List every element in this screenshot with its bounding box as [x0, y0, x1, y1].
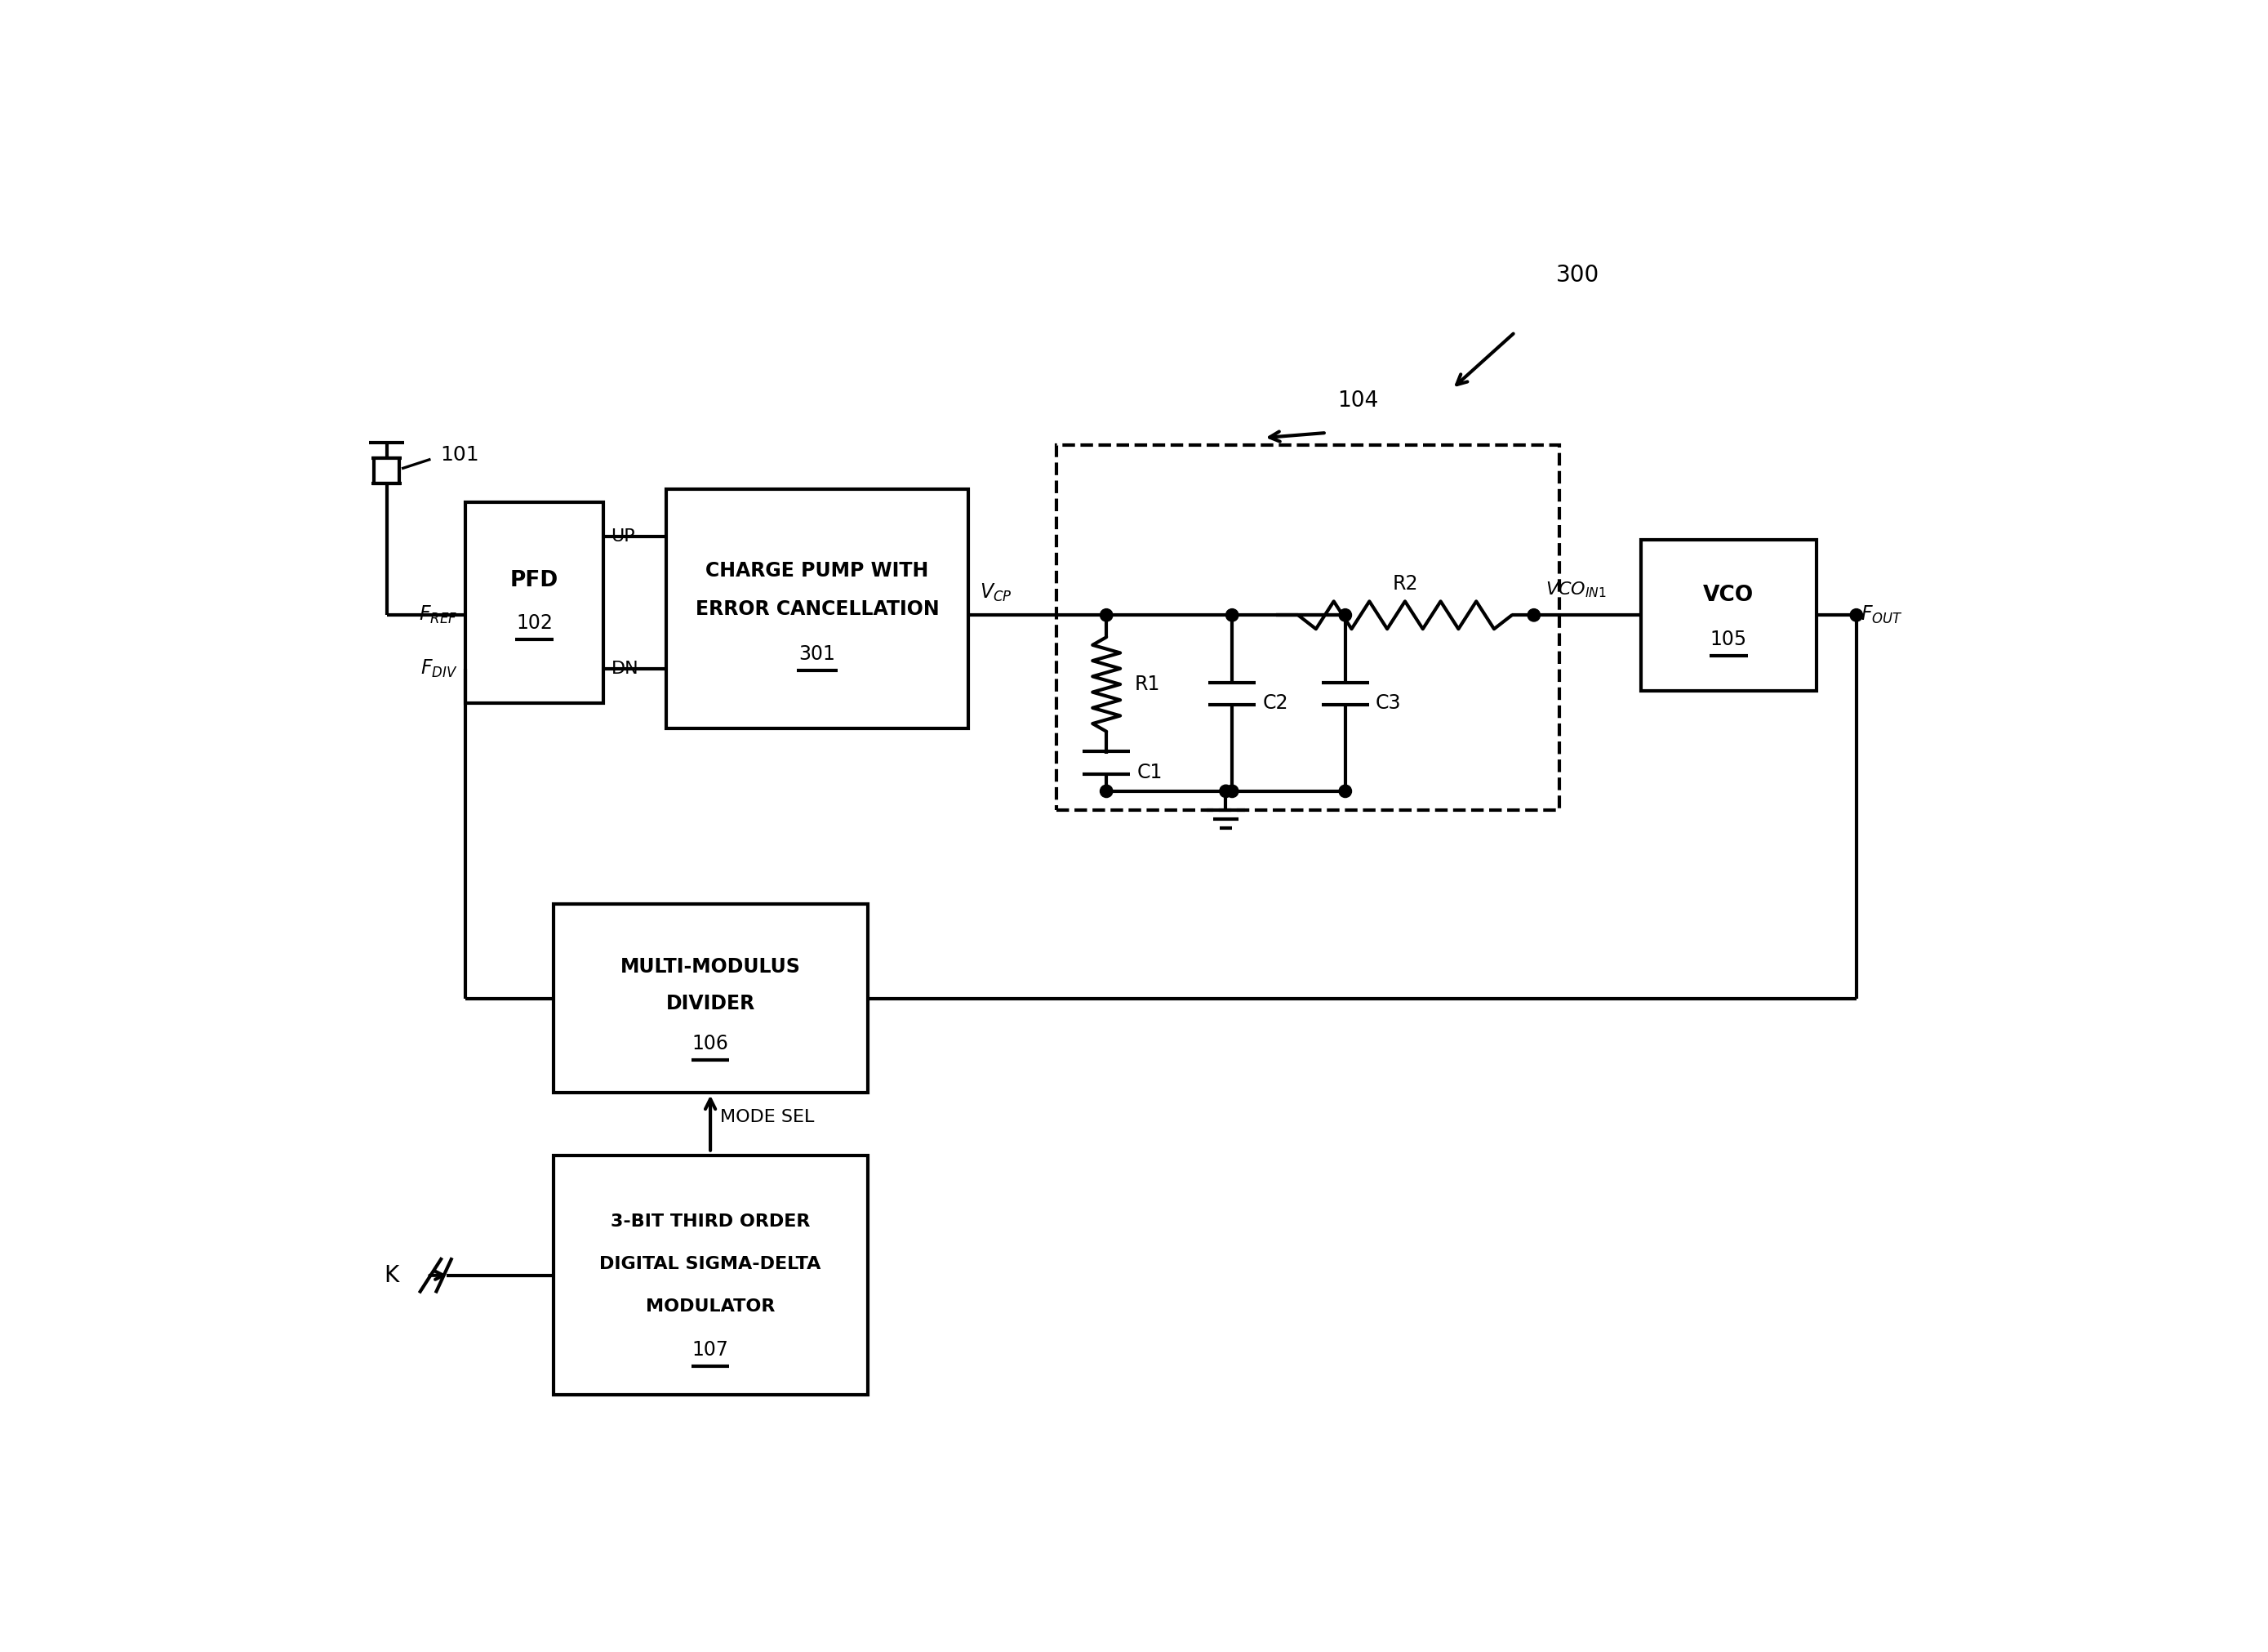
Circle shape	[1100, 610, 1114, 621]
Circle shape	[1338, 610, 1352, 621]
Bar	[374, 458, 399, 482]
Text: 300: 300	[1556, 264, 1599, 287]
Text: ERROR CANCELLATION: ERROR CANCELLATION	[696, 600, 939, 618]
Text: $V_{CP}$: $V_{CP}$	[980, 583, 1012, 605]
Text: K: K	[383, 1264, 399, 1287]
Text: 301: 301	[798, 644, 835, 664]
Text: $F_{DIV}$: $F_{DIV}$	[420, 657, 458, 679]
Text: C3: C3	[1374, 694, 1402, 714]
Text: C2: C2	[1263, 694, 1288, 714]
Text: R2: R2	[1393, 573, 1418, 593]
Bar	[553, 904, 869, 1094]
Text: 107: 107	[692, 1340, 728, 1360]
Text: MODE SEL: MODE SEL	[719, 1108, 814, 1125]
Text: $F_{OUT}$: $F_{OUT}$	[1860, 605, 1903, 626]
Bar	[553, 1156, 869, 1394]
Text: DN: DN	[610, 661, 640, 677]
Bar	[1057, 446, 1558, 809]
Text: DIVIDER: DIVIDER	[667, 995, 755, 1014]
Text: $F_{REF}$: $F_{REF}$	[420, 605, 458, 626]
Text: 104: 104	[1338, 392, 1379, 411]
Bar	[667, 489, 968, 729]
Circle shape	[1851, 610, 1862, 621]
Circle shape	[1338, 785, 1352, 798]
Text: CHARGE PUMP WITH: CHARGE PUMP WITH	[705, 562, 930, 582]
Circle shape	[1225, 610, 1238, 621]
Text: UP: UP	[610, 529, 635, 545]
Bar	[465, 502, 603, 704]
Text: C1: C1	[1136, 763, 1161, 781]
Circle shape	[1225, 785, 1238, 798]
Text: 3-BIT THIRD ORDER: 3-BIT THIRD ORDER	[610, 1214, 810, 1231]
Circle shape	[1100, 785, 1114, 798]
Text: VCO: VCO	[1703, 585, 1753, 606]
Text: R1: R1	[1134, 674, 1161, 694]
Text: 105: 105	[1710, 629, 1746, 649]
Text: 102: 102	[517, 613, 553, 633]
Text: MULTI-MODULUS: MULTI-MODULUS	[619, 958, 801, 976]
Text: MODULATOR: MODULATOR	[646, 1298, 776, 1315]
Text: $VCO_{IN1}$: $VCO_{IN1}$	[1545, 580, 1606, 600]
Circle shape	[1220, 785, 1232, 798]
Bar	[1640, 540, 1817, 691]
Circle shape	[1529, 610, 1540, 621]
Text: DIGITAL SIGMA-DELTA: DIGITAL SIGMA-DELTA	[599, 1256, 821, 1272]
Text: 101: 101	[440, 444, 479, 464]
Text: PFD: PFD	[510, 570, 558, 591]
Text: 106: 106	[692, 1034, 728, 1054]
